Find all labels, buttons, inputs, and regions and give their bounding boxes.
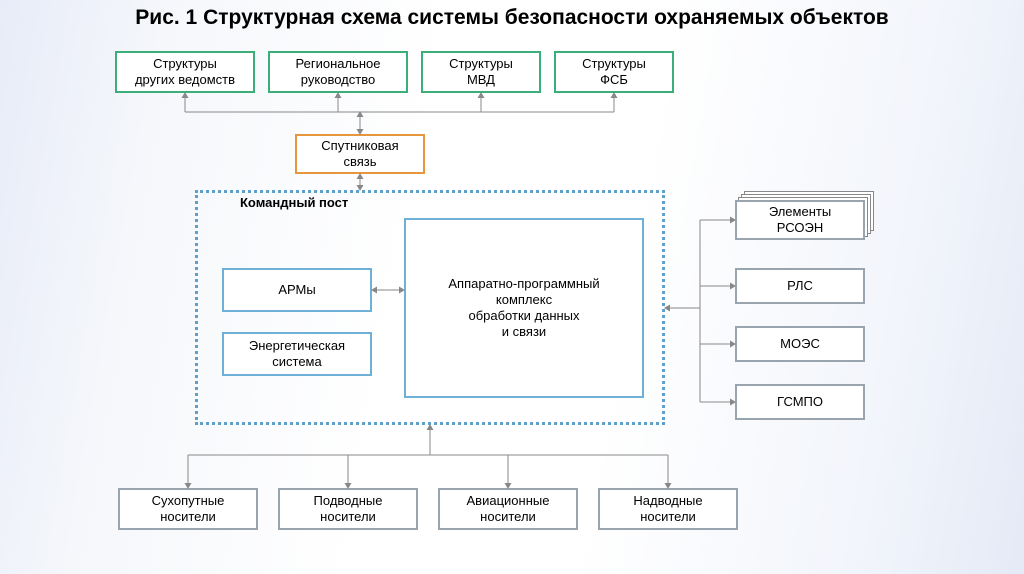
group-command-post-label: Командный пост [240, 195, 348, 210]
node-b1: Сухопутныеносители [118, 488, 258, 530]
node-top3: СтруктурыМВД [421, 51, 541, 93]
node-b2: Подводныеносители [278, 488, 418, 530]
node-r3: МОЭС [735, 326, 865, 362]
node-top1: Структурыдругих ведомств [115, 51, 255, 93]
node-sat: Спутниковаясвязь [295, 134, 425, 174]
node-energy: Энергетическаясистема [222, 332, 372, 376]
node-arm: АРМы [222, 268, 372, 312]
node-apk: Аппаратно-программныйкомплексобработки д… [404, 218, 644, 398]
node-r2: РЛС [735, 268, 865, 304]
node-b3: Авиационныеносители [438, 488, 578, 530]
node-b4: Надводныеносители [598, 488, 738, 530]
node-r1: ЭлементыРСОЭН [735, 200, 865, 240]
figure-title: Рис. 1 Структурная схема системы безопас… [0, 6, 1024, 30]
node-top2: Региональноеруководство [268, 51, 408, 93]
node-top4: СтруктурыФСБ [554, 51, 674, 93]
node-r4: ГСМПО [735, 384, 865, 420]
